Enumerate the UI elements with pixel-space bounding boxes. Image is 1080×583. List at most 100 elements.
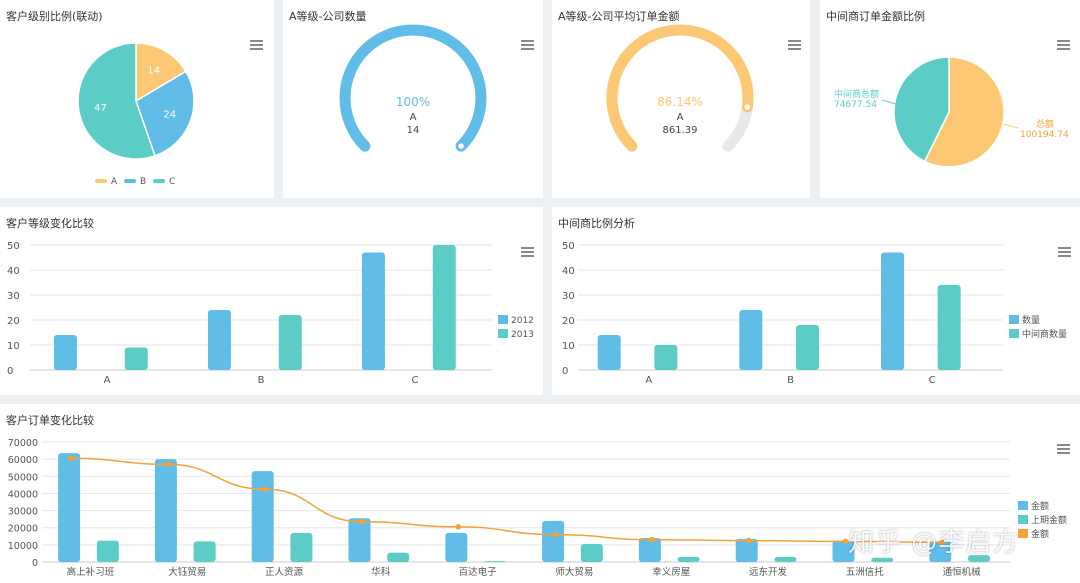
legend-label: 数量 bbox=[1022, 314, 1040, 326]
label-leader bbox=[881, 99, 897, 105]
legend-marker-2012 bbox=[498, 315, 508, 324]
pie-label-name: 总额 bbox=[1036, 118, 1054, 130]
pie-slice-中间商总额 bbox=[893, 56, 950, 163]
y-tick-label: 70000 bbox=[8, 438, 38, 449]
legend-marker-2013 bbox=[498, 329, 508, 338]
line-point bbox=[842, 538, 849, 545]
y-tick-label: 60000 bbox=[8, 455, 38, 466]
line-series-金额 bbox=[71, 457, 943, 544]
bar-金额-正人资源 bbox=[251, 471, 274, 562]
panel-title: 中间商比例分析 bbox=[558, 217, 635, 230]
panel-middleman-analysis: 中间商比例分析 0 10 20 30 40 50 A B C 数量 中间商数量 bbox=[552, 207, 1080, 395]
bar-2013-C bbox=[432, 245, 456, 370]
bar-金额-通恒机械 bbox=[929, 541, 952, 562]
menu-icon[interactable] bbox=[521, 40, 534, 50]
x-tick-label: 幸义房屋 bbox=[652, 566, 690, 578]
pie-slice-label: 14 bbox=[147, 66, 160, 77]
x-tick-label: 正人资源 bbox=[265, 567, 304, 578]
panel-middleman-ratio: 中间商订单金额比例 中间商总额 74677.54 总额 100194.74 bbox=[820, 0, 1080, 198]
line-point bbox=[261, 486, 268, 492]
x-tick-label: 华科 bbox=[371, 566, 391, 578]
y-tick-label: 0 bbox=[32, 558, 38, 569]
line-point bbox=[552, 531, 558, 538]
panel-title: 客户订单变化比较 bbox=[6, 414, 94, 427]
gauge-progress bbox=[339, 24, 487, 152]
pie-slice-B bbox=[135, 70, 195, 157]
gauge-value: 861.39 bbox=[663, 125, 698, 136]
y-tick-label: 50 bbox=[7, 241, 20, 252]
x-tick-label: 高上补习班 bbox=[67, 566, 115, 578]
pie-slice-A bbox=[135, 42, 187, 103]
y-tick-label: 10 bbox=[562, 341, 575, 352]
line-point bbox=[745, 537, 752, 544]
x-tick-label: B bbox=[787, 375, 794, 386]
bar-上期金额-华科 bbox=[387, 552, 410, 562]
y-tick-label: 20 bbox=[562, 316, 575, 327]
gauge-end-dot bbox=[743, 102, 752, 112]
line-point bbox=[939, 539, 946, 546]
x-tick-label: 通恒机械 bbox=[943, 566, 982, 578]
legend-label: C bbox=[169, 177, 175, 187]
bar-2013-B bbox=[278, 315, 302, 370]
combo-chart-order-change: 0 10000 20000 30000 40000 50000 60000 70000 高上补习… bbox=[8, 438, 1067, 578]
bar-上期金额-正人资源 bbox=[290, 532, 313, 562]
x-tick-label: B bbox=[258, 375, 265, 386]
x-tick-label: 远东开发 bbox=[749, 566, 788, 578]
bar-金额-幸义房屋 bbox=[638, 538, 661, 562]
line-point bbox=[68, 455, 74, 462]
line-point bbox=[649, 536, 655, 543]
legend-marker-C bbox=[153, 179, 165, 183]
y-tick-label: 20 bbox=[7, 316, 20, 327]
legend-marker-金额 bbox=[1018, 501, 1028, 510]
bar-上期金额-师大贸易 bbox=[580, 544, 603, 562]
legend-marker-B bbox=[124, 179, 136, 183]
line-point bbox=[455, 524, 462, 530]
gauge-progress bbox=[606, 24, 754, 152]
legend-label: 金额 bbox=[1031, 528, 1049, 540]
panel-customer-level-pie: 客户级别比例(联动) 14 24 47 A B C bbox=[0, 0, 274, 198]
pie-label-value: 74677.54 bbox=[834, 100, 877, 110]
legend-label: A bbox=[111, 177, 118, 187]
y-tick-label: 20000 bbox=[8, 524, 38, 535]
bar-金额-华科 bbox=[348, 518, 371, 562]
menu-icon[interactable] bbox=[1057, 40, 1070, 50]
legend-label: 2013 bbox=[511, 330, 534, 340]
bar-上期金额-五洲信托 bbox=[871, 557, 894, 562]
x-tick-label: A bbox=[645, 375, 652, 386]
legend-label: 上期金额 bbox=[1031, 514, 1067, 526]
line-point bbox=[358, 518, 365, 525]
pie-label-value: 100194.74 bbox=[1020, 130, 1069, 140]
bar-上期金额-大钰贸易 bbox=[193, 541, 216, 562]
y-tick-label: 0 bbox=[562, 366, 568, 377]
y-tick-label: 40 bbox=[562, 266, 575, 277]
menu-icon[interactable] bbox=[521, 247, 534, 257]
gauge-percent: 100% bbox=[396, 95, 430, 109]
bar-中间商数量-C bbox=[937, 285, 961, 370]
panel-title: A等级-公司数量 bbox=[289, 10, 367, 23]
bar-上期金额-高上补习班 bbox=[96, 540, 119, 562]
gauge-value: 14 bbox=[407, 125, 420, 136]
x-tick-label: 百达电子 bbox=[459, 566, 498, 578]
menu-icon[interactable] bbox=[1057, 444, 1070, 454]
bar-2013-A bbox=[124, 347, 148, 370]
panel-level-change: 客户等级变化比较 0 10 20 30 40 50 A B C 2012 2013 bbox=[0, 207, 543, 395]
x-tick-label: 五洲信托 bbox=[846, 566, 885, 578]
legend-marker-金额 bbox=[1018, 529, 1028, 538]
menu-icon[interactable] bbox=[250, 40, 263, 50]
pie-slice-总额 bbox=[923, 56, 1005, 168]
y-tick-label: 30 bbox=[562, 291, 575, 302]
bar-上期金额-通恒机械 bbox=[968, 555, 991, 562]
bar-chart-level-change: 0 10 20 30 40 50 A B C 2012 2013 bbox=[7, 241, 534, 386]
gauge-name: A bbox=[677, 112, 684, 123]
menu-icon[interactable] bbox=[1058, 247, 1071, 257]
y-tick-label: 30 bbox=[7, 291, 20, 302]
bar-数量-A bbox=[597, 335, 621, 370]
pie-slice-label: 24 bbox=[163, 109, 176, 120]
panel-title: 中间商订单金额比例 bbox=[826, 10, 925, 23]
legend-label: B bbox=[140, 177, 146, 187]
bar-金额-远东开发 bbox=[735, 538, 758, 562]
menu-icon[interactable] bbox=[788, 40, 801, 50]
y-tick-label: 40000 bbox=[8, 489, 38, 500]
pie-chart-customer-level: 14 24 47 A B C bbox=[77, 42, 195, 187]
